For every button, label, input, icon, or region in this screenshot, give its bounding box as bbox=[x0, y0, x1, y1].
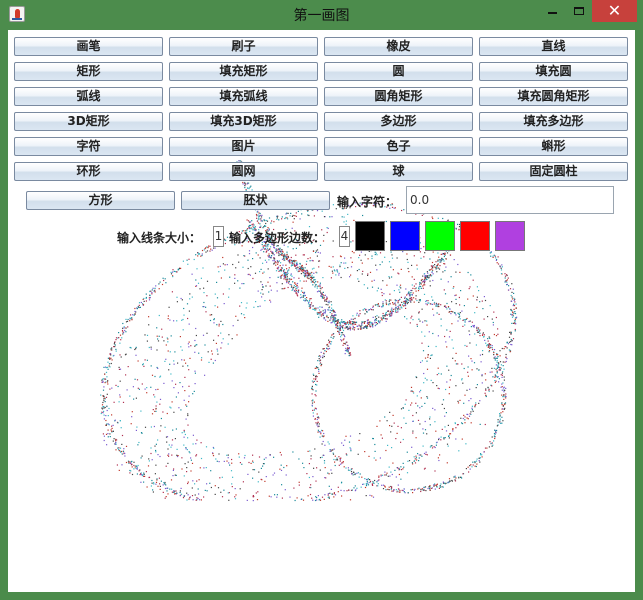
color-swatch-blue[interactable] bbox=[390, 221, 420, 251]
tool-button-dice[interactable]: 色子 bbox=[324, 137, 473, 156]
tool-button-filled-3d-rectangle[interactable]: 填充3D矩形 bbox=[169, 112, 318, 131]
maximize-icon bbox=[574, 7, 584, 15]
tool-button-line[interactable]: 直线 bbox=[479, 37, 628, 56]
tool-button-filled-oval[interactable]: 填充圆 bbox=[479, 62, 628, 81]
text-input-field[interactable]: 0.0 bbox=[406, 186, 614, 214]
tool-button-fixed-cylinder[interactable]: 固定圆柱 bbox=[479, 162, 628, 181]
color-swatch-red[interactable] bbox=[460, 221, 490, 251]
line-size-label: 输入线条大小： bbox=[117, 231, 202, 245]
line-size-input[interactable]: 1 bbox=[213, 226, 224, 247]
minimize-icon bbox=[547, 12, 557, 14]
tool-button-ball[interactable]: 球 bbox=[324, 162, 473, 181]
tool-button-filled-rectangle[interactable]: 填充矩形 bbox=[169, 62, 318, 81]
tool-button-rectangle[interactable]: 矩形 bbox=[14, 62, 163, 81]
tool-button-circle-net[interactable]: 圆网 bbox=[169, 162, 318, 181]
tool-button-square[interactable]: 方形 bbox=[26, 191, 175, 210]
window-title: 第一画图 bbox=[293, 8, 350, 24]
close-icon: ✕ bbox=[607, 1, 622, 20]
text-input-label: 输入字符： bbox=[337, 195, 398, 209]
polygon-sides-label: 输入多边形边数： bbox=[229, 231, 326, 245]
tool-button-brush[interactable]: 刷子 bbox=[169, 37, 318, 56]
tool-button-ring[interactable]: 环形 bbox=[14, 162, 163, 181]
tool-button-image[interactable]: 图片 bbox=[169, 137, 318, 156]
title-bar: 第一画图 ✕ bbox=[0, 0, 643, 30]
polygon-sides-input[interactable]: 4 bbox=[339, 226, 350, 247]
maximize-button[interactable] bbox=[566, 0, 592, 22]
tool-button-eraser[interactable]: 橡皮 bbox=[324, 37, 473, 56]
tool-button-embryo[interactable]: 胚状 bbox=[181, 191, 330, 210]
tool-button-filled-round-rectangle[interactable]: 填充圆角矩形 bbox=[479, 87, 628, 106]
tool-button-pen[interactable]: 画笔 bbox=[14, 37, 163, 56]
tool-button-polygon[interactable]: 多边形 bbox=[324, 112, 473, 131]
color-swatch-black[interactable] bbox=[355, 221, 385, 251]
tool-button-tadpole[interactable]: 蝌形 bbox=[479, 137, 628, 156]
drawing-panel[interactable]: 画笔 刷子 橡皮 直线 矩形 填充矩形 圆 填充圆 弧线 填充弧线 圆角矩形 填… bbox=[8, 30, 635, 592]
java-app-icon bbox=[9, 6, 25, 22]
tool-button-arc[interactable]: 弧线 bbox=[14, 87, 163, 106]
minimize-button[interactable] bbox=[538, 0, 566, 22]
tool-button-filled-polygon[interactable]: 填充多边形 bbox=[479, 112, 628, 131]
color-swatch-purple[interactable] bbox=[495, 221, 525, 251]
close-button[interactable]: ✕ bbox=[592, 0, 637, 22]
tool-button-filled-arc[interactable]: 填充弧线 bbox=[169, 87, 318, 106]
tool-button-text[interactable]: 字符 bbox=[14, 137, 163, 156]
tool-button-round-rectangle[interactable]: 圆角矩形 bbox=[324, 87, 473, 106]
tool-button-oval[interactable]: 圆 bbox=[324, 62, 473, 81]
color-swatch-green[interactable] bbox=[425, 221, 455, 251]
tool-button-3d-rectangle[interactable]: 3D矩形 bbox=[14, 112, 163, 131]
